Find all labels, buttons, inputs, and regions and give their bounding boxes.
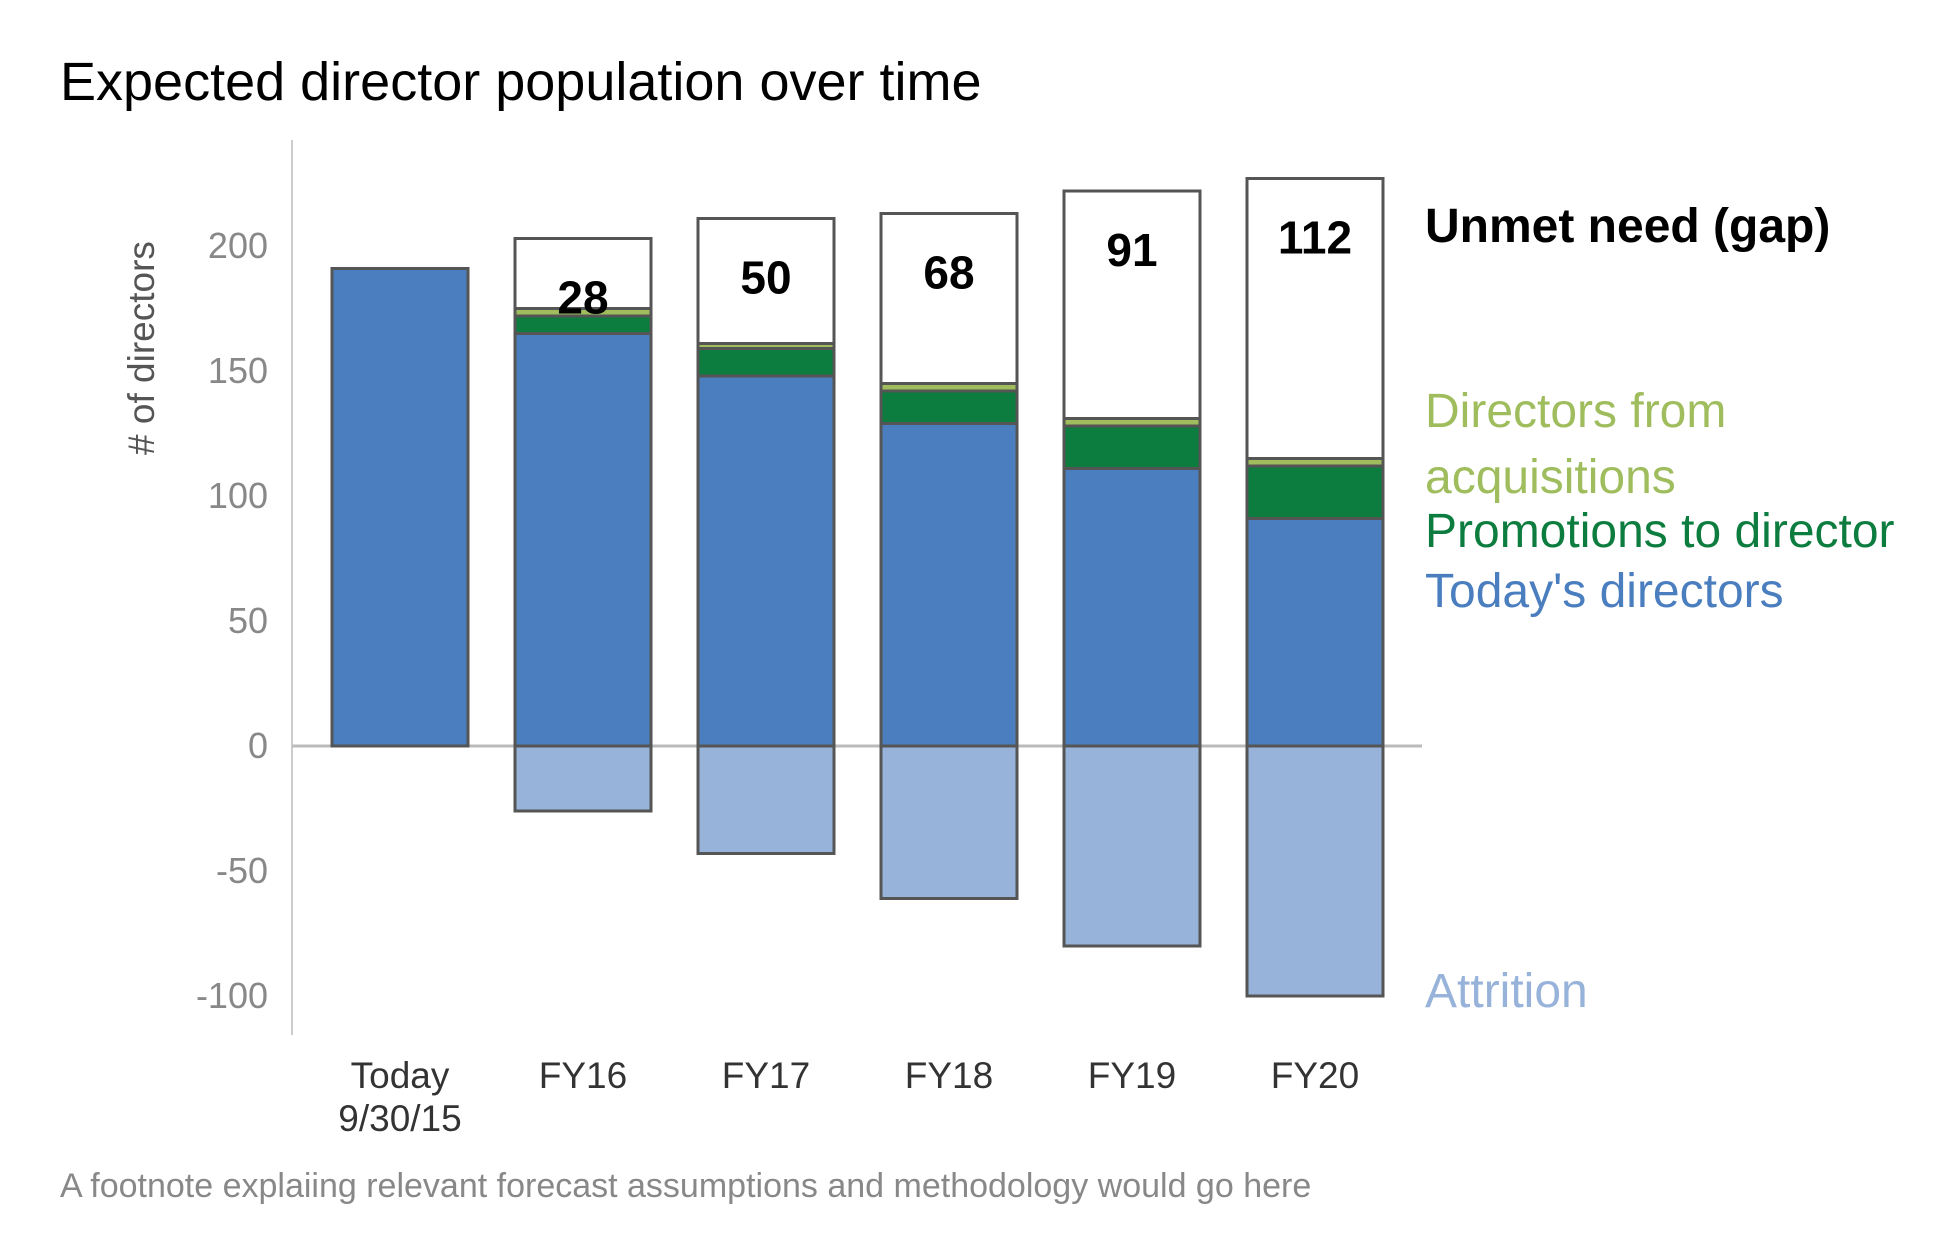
gap-value-label: 91 [1106,224,1157,276]
bar-today-s-directors [696,374,836,748]
bar-attrition [696,744,836,855]
legend-label-promotions-to-director: Promotions to director [1425,505,1895,558]
bar-today-s-directors [1245,517,1385,748]
bar-attrition [1062,744,1202,948]
x-tick-label: FY16 [539,1055,627,1096]
legend-label-today-s-directors: Today's directors [1425,565,1784,618]
bar-outline [696,217,836,748]
legend: Unmet need (gap) Directors from acquisitio… [1425,200,1895,1018]
bar-promotions-to-director [1245,464,1385,520]
bar-unmet-need-gap [696,217,836,345]
y-tick-label: 0 [248,725,268,766]
y-axis-title: # of directors [121,241,162,455]
bar-unmet-need-gap [513,237,653,310]
bar-unmet-need-gap [879,212,1019,385]
legend-label-unmet-need-gap: Unmet need (gap) [1425,200,1830,253]
y-tick-label: 50 [228,600,268,641]
legend-label-attrition: Attrition [1425,965,1588,1018]
bar-outline [1062,189,1202,748]
gap-value-label: 112 [1278,212,1352,264]
y-tick-label: -50 [216,850,268,891]
gap-labels: 28 50 68 91 112 [557,212,1352,324]
gap-value-label: 68 [923,247,974,299]
legend-label-directors-from-acquisitions: Directors from [1425,385,1726,438]
bar-outline [1245,177,1385,748]
y-tick-label: 200 [208,225,268,266]
x-tick-label: Today [351,1055,450,1096]
bar-outline [513,237,653,748]
chart-title: Expected director population over time [60,52,982,112]
bar-promotions-to-director [1062,424,1202,470]
bar-promotions-to-director [696,347,836,378]
bar-today-s-directors [513,332,653,748]
x-tick-label: FY19 [1088,1055,1176,1096]
bar-attrition [513,744,653,813]
y-tick-label: -100 [196,975,268,1016]
x-tick-label: FY20 [1271,1055,1359,1096]
bars [330,177,1385,998]
x-tick-label: FY18 [905,1055,993,1096]
bar-promotions-to-director [879,389,1019,425]
x-tick-label: FY17 [722,1055,810,1096]
bar-attrition [879,744,1019,900]
gap-value-label: 50 [740,252,791,304]
bar-outline [879,212,1019,748]
bar-attrition [1245,744,1385,998]
bar-outline [330,267,470,748]
legend-label-directors-from-acquisitions: acquisitions [1425,451,1676,504]
y-tick-label: 100 [208,475,268,516]
gap-value-label: 28 [557,272,608,324]
footnote: A footnote explaiing relevant forecast a… [60,1167,1311,1205]
bar-outlines [330,177,1385,748]
x-tick-label: 9/30/15 [338,1098,461,1139]
bar-today-s-directors [879,422,1019,748]
y-axis-ticks: 200 150 100 50 0 -50 -100 [196,225,268,1016]
y-tick-label: 150 [208,350,268,391]
bar-today-s-directors [330,267,470,748]
bar-today-s-directors [1062,467,1202,748]
